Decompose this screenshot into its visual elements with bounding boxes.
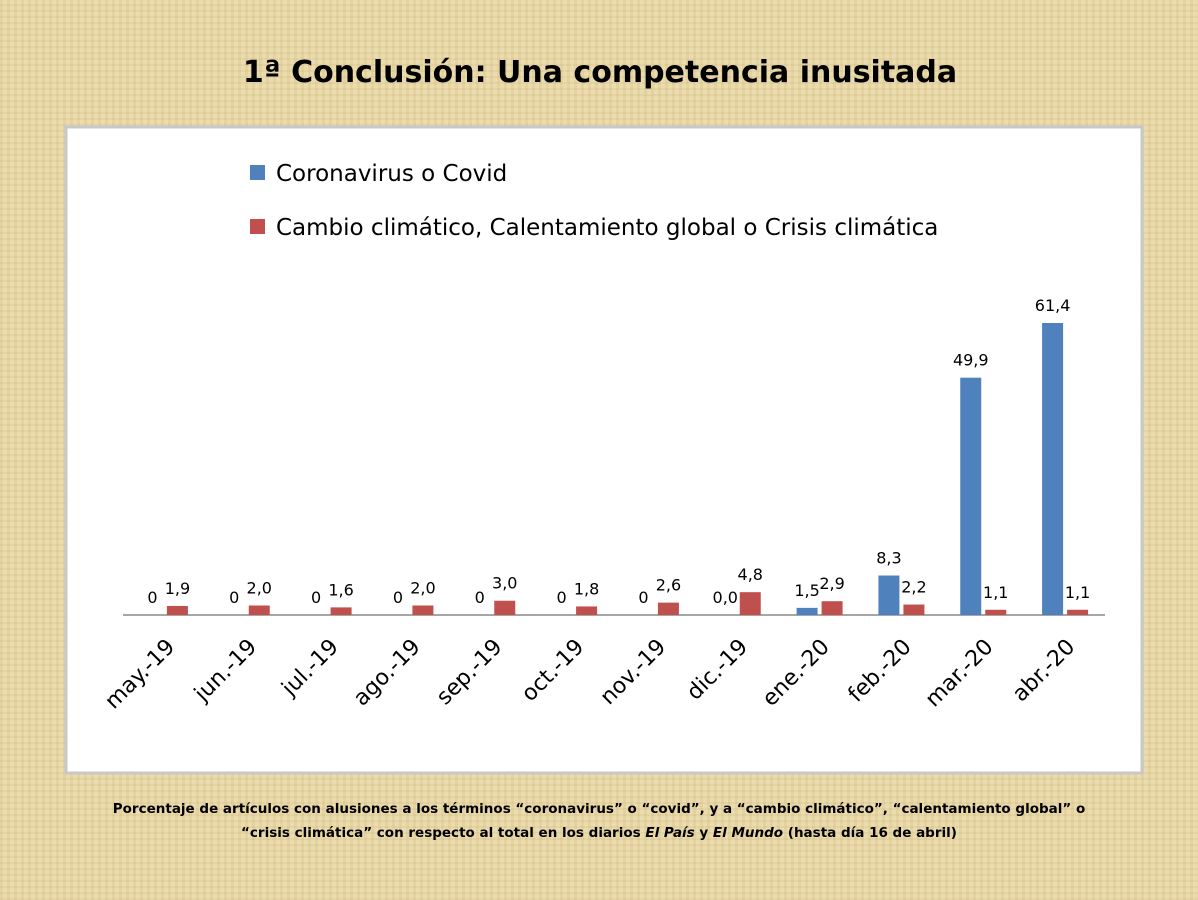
- data-label: 2,9: [819, 574, 844, 593]
- data-label: 0: [638, 588, 648, 607]
- bar: [985, 609, 1007, 615]
- legend-label: Cambio climático, Calentamiento global o…: [276, 215, 938, 241]
- data-label: 0,0: [713, 588, 738, 607]
- bar: [960, 377, 982, 615]
- caption-text: y: [695, 825, 713, 841]
- data-label: 1,8: [574, 579, 599, 598]
- data-label: 49,9: [953, 351, 989, 370]
- data-label: 8,3: [876, 549, 901, 568]
- data-label: 0: [393, 588, 403, 607]
- bar: [739, 592, 761, 615]
- bar: [1042, 323, 1064, 615]
- data-label: 2,6: [656, 576, 681, 595]
- caption-text: Porcentaje de artículos con alusiones a …: [113, 801, 1085, 817]
- caption-text: “crisis climática” con respecto al total…: [241, 825, 645, 841]
- caption-text: El Mundo: [713, 825, 783, 841]
- bar: [878, 575, 900, 615]
- caption-text: El País: [645, 825, 694, 841]
- bar: [576, 606, 598, 615]
- caption-line: Porcentaje de artículos con alusiones a …: [113, 801, 1085, 817]
- legend-swatch: [250, 219, 265, 234]
- data-label: 4,8: [738, 565, 763, 584]
- bar: [903, 604, 925, 615]
- data-label: 2,0: [247, 578, 272, 597]
- bar: [821, 601, 843, 615]
- data-label: 0: [475, 588, 485, 607]
- data-label: 61,4: [1035, 296, 1071, 315]
- bar: [494, 600, 516, 615]
- data-label: 1,9: [165, 579, 190, 598]
- legend-label: Coronavirus o Covid: [276, 161, 507, 187]
- bar: [796, 607, 818, 615]
- legend-swatch: [250, 165, 265, 180]
- data-label: 1,1: [983, 583, 1008, 602]
- data-label: 0: [311, 588, 321, 607]
- caption-text: (hasta día 16 de abril): [783, 825, 957, 841]
- data-label: 0: [147, 588, 157, 607]
- data-label: 1,6: [328, 580, 353, 599]
- data-label: 1,1: [1065, 583, 1090, 602]
- bar: [330, 607, 352, 615]
- data-label: 3,0: [492, 574, 517, 593]
- bar: [166, 605, 188, 615]
- data-label: 2,0: [410, 578, 435, 597]
- bar: [1067, 609, 1089, 615]
- bar: [248, 605, 270, 615]
- data-label: 0: [229, 588, 239, 607]
- bar: [657, 602, 679, 615]
- bar: [412, 605, 434, 615]
- slide-title: 1ª Conclusión: Una competencia inusitada: [243, 55, 957, 90]
- data-label: 1,5: [794, 581, 819, 600]
- caption-line: “crisis climática” con respecto al total…: [241, 825, 957, 841]
- data-label: 2,2: [901, 578, 926, 597]
- data-label: 0: [556, 588, 566, 607]
